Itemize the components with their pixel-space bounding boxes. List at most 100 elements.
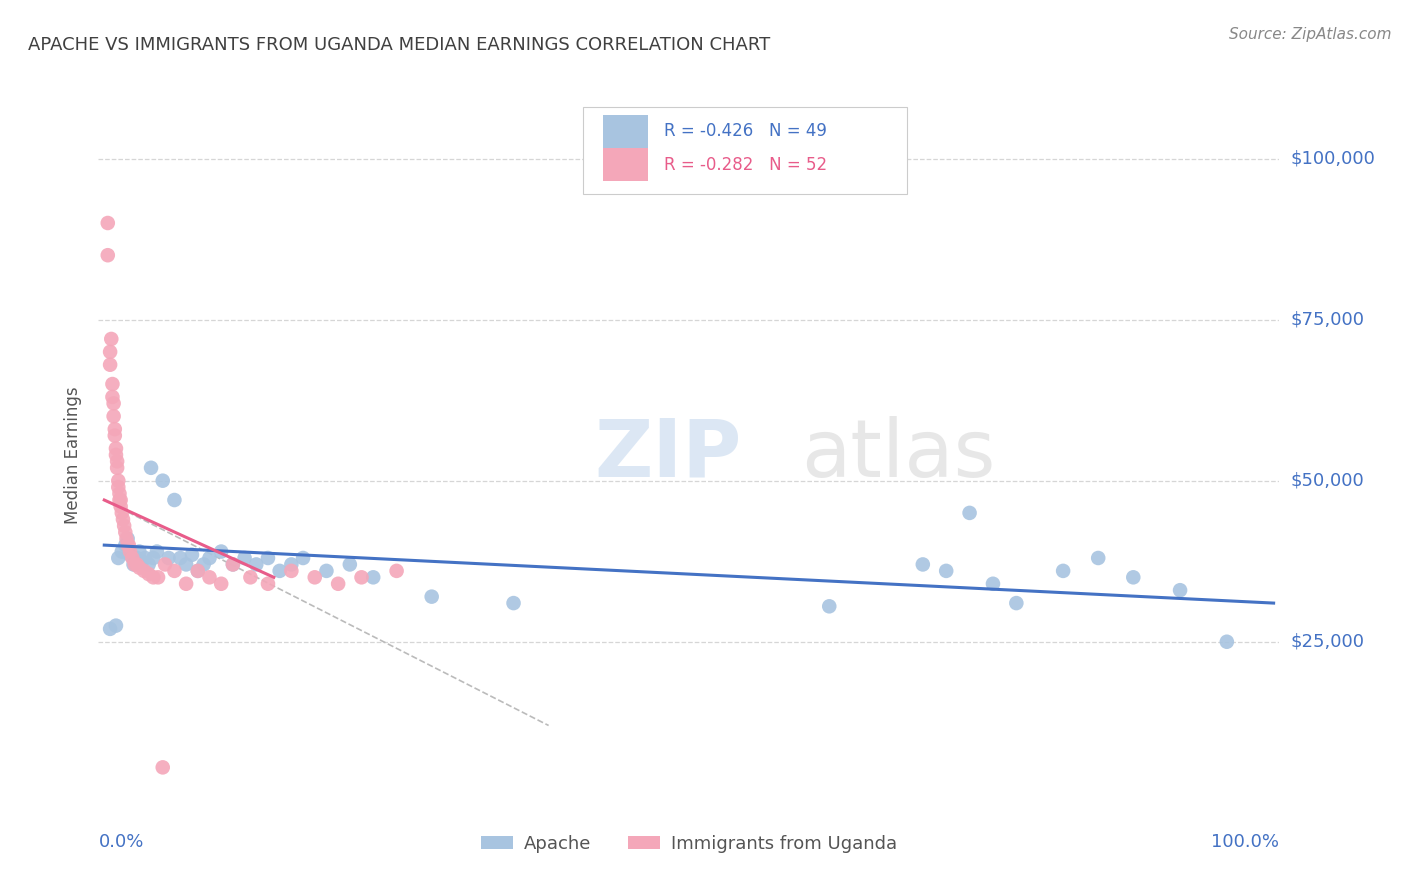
Point	[269, 564, 291, 578]
Point	[280, 564, 302, 578]
Point	[107, 474, 129, 488]
Point	[110, 500, 132, 514]
Point	[101, 377, 124, 392]
Point	[304, 570, 326, 584]
Point	[981, 576, 1004, 591]
Point	[146, 544, 169, 558]
Point	[146, 570, 169, 584]
Point	[114, 538, 136, 552]
Point	[105, 460, 128, 475]
Text: R = -0.426   N = 49: R = -0.426 N = 49	[664, 122, 827, 140]
Point	[107, 480, 129, 494]
Text: 100.0%: 100.0%	[1212, 833, 1279, 851]
Point	[131, 554, 153, 568]
Point	[257, 551, 280, 566]
Point	[339, 558, 361, 572]
Point	[257, 576, 280, 591]
Point	[245, 558, 267, 572]
Y-axis label: Median Earnings: Median Earnings	[65, 386, 83, 524]
Point	[361, 570, 384, 584]
Point	[935, 564, 957, 578]
Point	[187, 564, 209, 578]
Point	[198, 570, 221, 584]
Point	[1052, 564, 1074, 578]
Point	[125, 551, 148, 566]
Point	[111, 506, 134, 520]
Point	[107, 551, 129, 566]
Point	[104, 448, 127, 462]
Point	[911, 558, 934, 572]
Text: 0.0%: 0.0%	[98, 833, 143, 851]
Point	[1168, 583, 1191, 598]
Point	[104, 618, 127, 632]
Point	[103, 396, 125, 410]
Point	[108, 493, 131, 508]
Point	[104, 428, 127, 442]
Text: $50,000: $50,000	[1291, 472, 1364, 490]
Point	[153, 558, 176, 572]
Text: APACHE VS IMMIGRANTS FROM UGANDA MEDIAN EARNINGS CORRELATION CHART: APACHE VS IMMIGRANTS FROM UGANDA MEDIAN …	[28, 36, 770, 54]
Point	[114, 525, 136, 540]
Point	[138, 567, 160, 582]
Point	[420, 590, 443, 604]
Legend: Apache, Immigrants from Uganda: Apache, Immigrants from Uganda	[474, 828, 904, 860]
Point	[128, 544, 150, 558]
Point	[326, 576, 349, 591]
Point	[1087, 551, 1109, 566]
Point	[163, 564, 186, 578]
Point	[104, 422, 127, 436]
Point	[181, 548, 204, 562]
Point	[187, 564, 209, 578]
Text: $100,000: $100,000	[1291, 150, 1375, 168]
Point	[118, 544, 141, 558]
Point	[174, 576, 197, 591]
Text: atlas: atlas	[801, 416, 995, 494]
Text: ZIP: ZIP	[595, 416, 742, 494]
Point	[142, 570, 165, 584]
Text: $75,000: $75,000	[1291, 310, 1365, 328]
Point	[128, 560, 150, 574]
Point	[1216, 634, 1239, 648]
Point	[111, 512, 134, 526]
Point	[174, 558, 197, 572]
Point	[239, 570, 262, 584]
Point	[97, 216, 120, 230]
Point	[103, 409, 125, 424]
Point	[152, 760, 174, 774]
Point	[169, 551, 191, 566]
Point	[117, 538, 139, 552]
Point	[233, 551, 256, 566]
Point	[209, 544, 232, 558]
Point	[124, 558, 146, 572]
Text: $25,000: $25,000	[1291, 632, 1365, 651]
FancyBboxPatch shape	[603, 115, 648, 148]
Point	[222, 558, 245, 572]
Text: Source: ZipAtlas.com: Source: ZipAtlas.com	[1229, 27, 1392, 42]
Point	[132, 564, 155, 578]
Point	[139, 460, 162, 475]
Point	[117, 532, 139, 546]
Point	[98, 622, 121, 636]
Point	[315, 564, 337, 578]
Point	[1005, 596, 1028, 610]
Point	[134, 551, 156, 566]
Point	[125, 558, 148, 572]
FancyBboxPatch shape	[582, 107, 907, 194]
Point	[122, 558, 145, 572]
Point	[97, 248, 120, 262]
Point	[152, 474, 174, 488]
Point	[121, 551, 143, 566]
Point	[1122, 570, 1144, 584]
Point	[104, 442, 127, 456]
Point	[292, 551, 315, 566]
Point	[115, 532, 138, 546]
Point	[959, 506, 981, 520]
Point	[108, 486, 131, 500]
Point	[157, 551, 180, 566]
Point	[502, 596, 524, 610]
Point	[111, 544, 134, 558]
FancyBboxPatch shape	[603, 148, 648, 181]
Point	[118, 538, 141, 552]
Point	[198, 551, 221, 566]
Point	[385, 564, 408, 578]
